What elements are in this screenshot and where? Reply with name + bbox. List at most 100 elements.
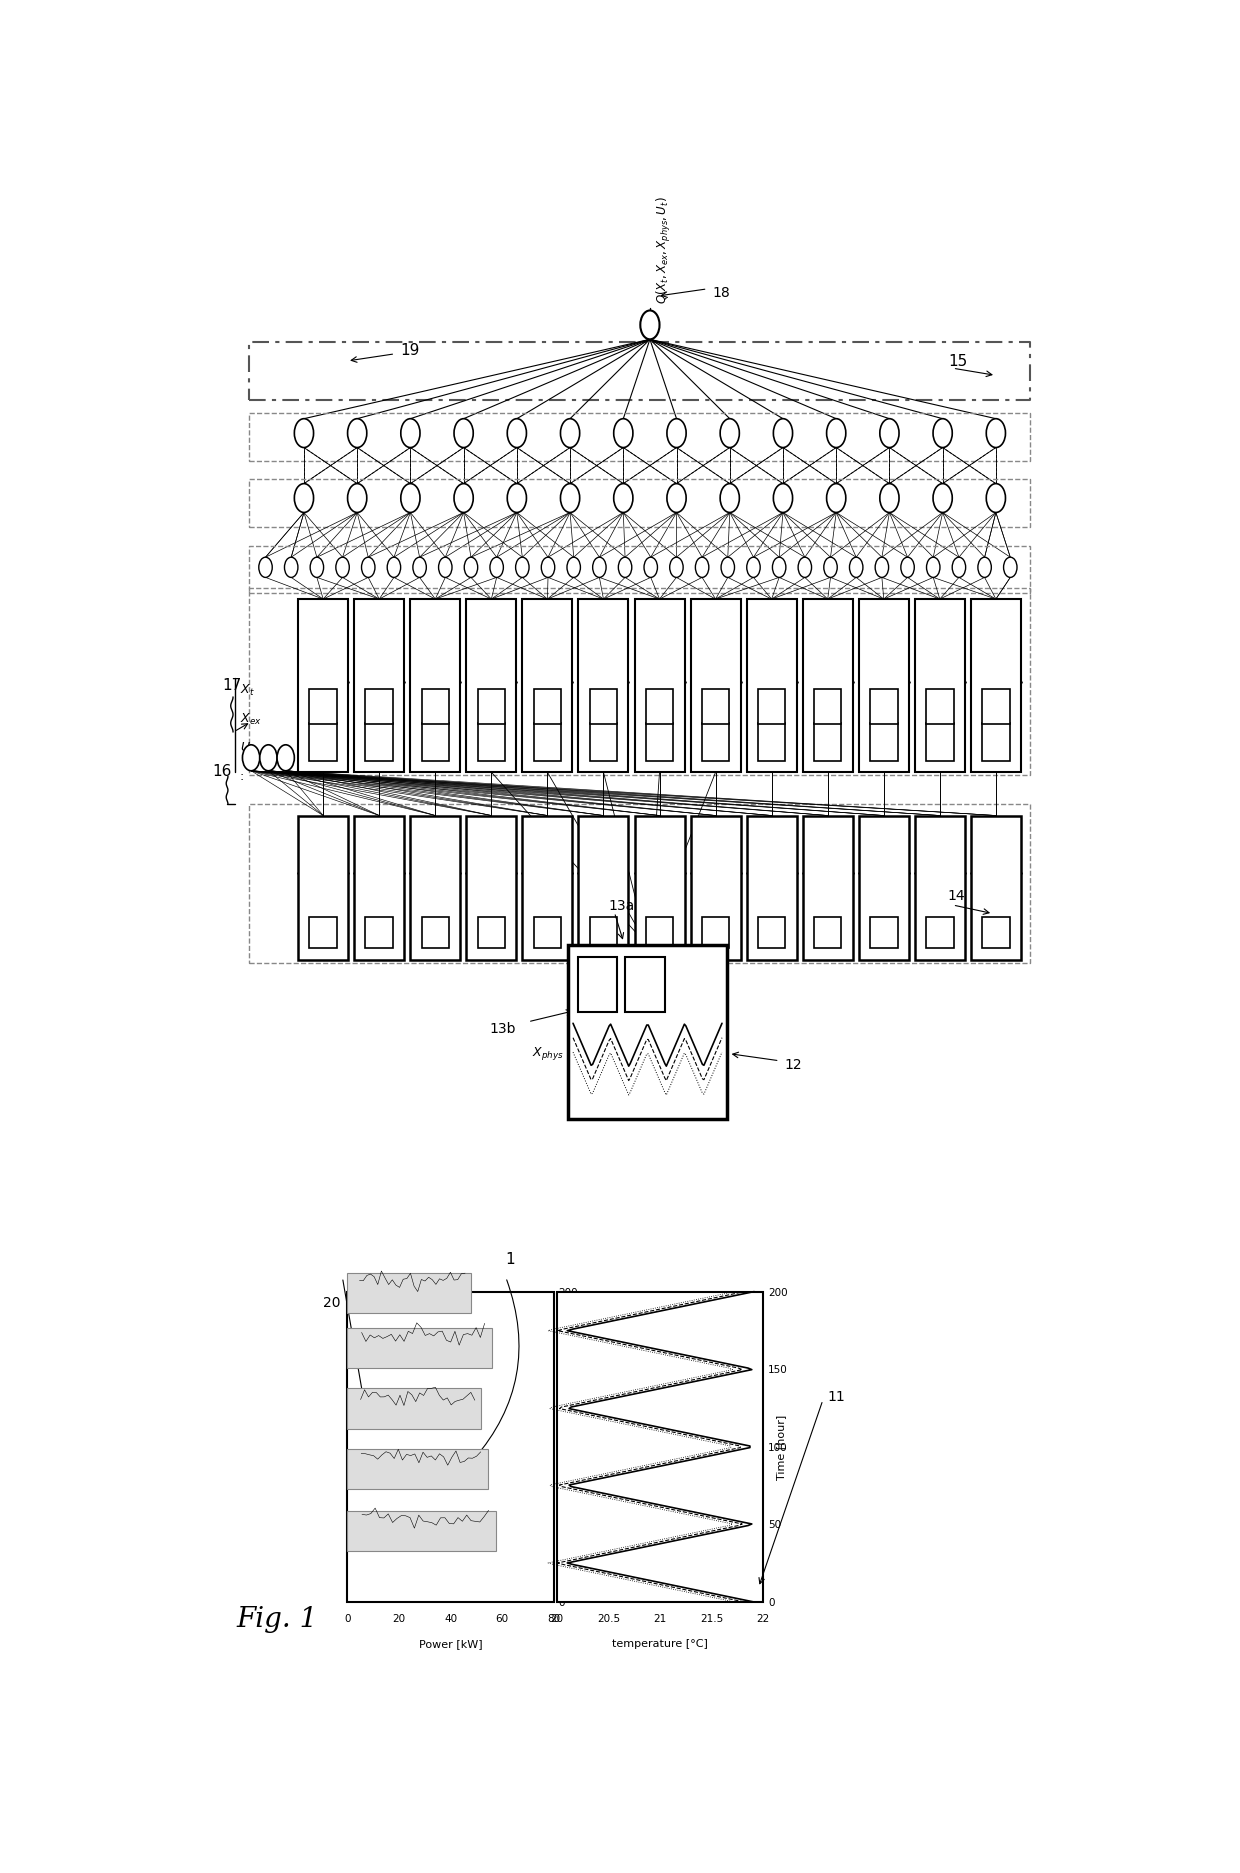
- Bar: [802, 817, 853, 961]
- Bar: [859, 599, 909, 774]
- Circle shape: [347, 420, 367, 448]
- Text: Time [hour]: Time [hour]: [775, 1414, 786, 1480]
- Circle shape: [401, 485, 420, 513]
- Text: 50: 50: [559, 1519, 572, 1530]
- Bar: [646, 723, 673, 760]
- Text: 0: 0: [343, 1615, 351, 1624]
- Text: 13b: 13b: [490, 1021, 516, 1036]
- Text: 200: 200: [768, 1287, 787, 1296]
- Bar: [646, 689, 673, 725]
- Text: 17: 17: [222, 678, 242, 693]
- Circle shape: [507, 420, 527, 448]
- Bar: [466, 599, 516, 774]
- Bar: [557, 1292, 764, 1601]
- Bar: [310, 689, 337, 725]
- Text: 60: 60: [496, 1615, 508, 1624]
- Bar: [568, 946, 727, 1118]
- Bar: [410, 599, 460, 774]
- Circle shape: [667, 420, 686, 448]
- Circle shape: [773, 558, 786, 579]
- Bar: [355, 599, 404, 774]
- Text: 1: 1: [506, 1251, 516, 1266]
- Bar: [249, 805, 1029, 963]
- Circle shape: [614, 420, 632, 448]
- Circle shape: [567, 558, 580, 579]
- Text: 0: 0: [768, 1598, 775, 1607]
- Bar: [533, 723, 562, 760]
- Bar: [249, 479, 1029, 528]
- Bar: [477, 918, 505, 950]
- Circle shape: [507, 485, 527, 513]
- Text: $U_t$: $U_t$: [239, 740, 254, 755]
- Bar: [355, 817, 404, 961]
- Bar: [347, 1292, 554, 1601]
- Circle shape: [362, 558, 374, 579]
- Circle shape: [243, 745, 259, 772]
- Circle shape: [259, 745, 277, 772]
- Circle shape: [454, 485, 474, 513]
- Bar: [477, 723, 505, 760]
- Circle shape: [932, 420, 952, 448]
- Bar: [758, 723, 785, 760]
- Bar: [422, 723, 449, 760]
- Text: 21: 21: [653, 1615, 667, 1624]
- Text: 11: 11: [828, 1390, 846, 1403]
- Bar: [870, 723, 898, 760]
- Bar: [298, 599, 348, 774]
- Bar: [366, 723, 393, 760]
- Bar: [926, 689, 954, 725]
- Bar: [533, 918, 562, 950]
- Text: $X_t$: $X_t$: [239, 682, 254, 697]
- Bar: [466, 817, 516, 961]
- Bar: [310, 918, 337, 950]
- Bar: [758, 918, 785, 950]
- Text: 14: 14: [947, 888, 966, 903]
- Circle shape: [347, 485, 367, 513]
- Bar: [813, 918, 842, 950]
- Bar: [702, 689, 729, 725]
- Circle shape: [560, 485, 579, 513]
- Bar: [347, 1328, 492, 1369]
- Circle shape: [516, 558, 529, 579]
- Bar: [646, 918, 673, 950]
- Circle shape: [294, 485, 314, 513]
- Bar: [982, 723, 1009, 760]
- Bar: [422, 689, 449, 725]
- Bar: [347, 1274, 471, 1313]
- Bar: [915, 599, 965, 774]
- Text: 80: 80: [547, 1615, 560, 1624]
- Text: 18: 18: [713, 285, 730, 300]
- Bar: [635, 817, 684, 961]
- Circle shape: [593, 558, 606, 579]
- Bar: [802, 599, 853, 774]
- Text: $Q(X_t, X_{ex}, X_{phys}, U_t)$: $Q(X_t, X_{ex}, X_{phys}, U_t)$: [655, 197, 673, 303]
- Text: 50: 50: [768, 1519, 781, 1530]
- Bar: [971, 817, 1021, 961]
- Text: 19: 19: [401, 343, 419, 358]
- Circle shape: [413, 558, 427, 579]
- Bar: [579, 817, 629, 961]
- Bar: [691, 599, 740, 774]
- Circle shape: [978, 558, 991, 579]
- Text: Power [kW]: Power [kW]: [419, 1639, 482, 1648]
- Text: 16: 16: [213, 764, 232, 779]
- Bar: [347, 1388, 481, 1429]
- Bar: [702, 723, 729, 760]
- Text: 100: 100: [768, 1442, 787, 1452]
- Circle shape: [439, 558, 453, 579]
- Bar: [590, 689, 618, 725]
- Circle shape: [667, 485, 686, 513]
- Circle shape: [454, 420, 474, 448]
- Circle shape: [277, 745, 294, 772]
- Text: temperature [°C]: temperature [°C]: [613, 1639, 708, 1648]
- Bar: [366, 918, 393, 950]
- Circle shape: [640, 311, 660, 341]
- Bar: [298, 817, 348, 961]
- Bar: [522, 599, 573, 774]
- Circle shape: [720, 420, 739, 448]
- Text: 200: 200: [559, 1287, 578, 1296]
- Bar: [590, 918, 618, 950]
- Bar: [578, 957, 618, 1013]
- Circle shape: [900, 558, 914, 579]
- Circle shape: [560, 420, 579, 448]
